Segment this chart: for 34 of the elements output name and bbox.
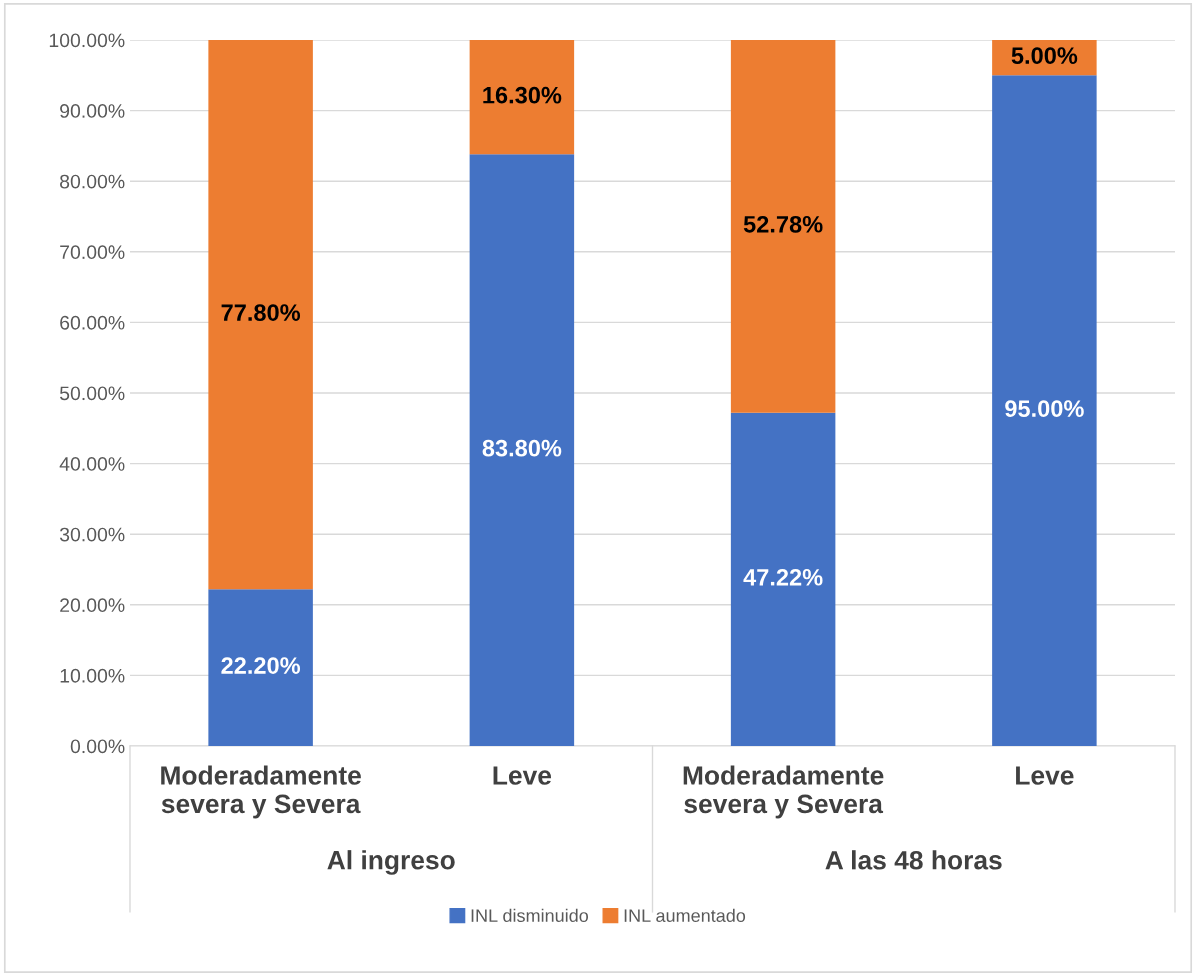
- bar: [469, 40, 575, 155]
- legend-label: INL disminuido: [471, 908, 589, 923]
- data-label: 83.80%: [482, 439, 562, 457]
- y-tick-label: 50.00%: [59, 386, 125, 401]
- y-tick-label: 40.00%: [59, 457, 125, 471]
- y-tick-label: 90.00%: [60, 104, 125, 118]
- data-label: 52.78%: [743, 215, 823, 233]
- y-tick-label: 70.00%: [60, 245, 125, 260]
- bar: [992, 75, 1097, 746]
- data-label: 16.30%: [483, 86, 562, 104]
- x-tick-label: Moderadamente severa y Severa: [161, 765, 361, 819]
- data-label: 47.22%: [743, 568, 823, 586]
- x-tick-label: Leve: [493, 766, 552, 785]
- y-tick-label: 80.00%: [60, 174, 125, 189]
- y-tick-label: 30.00%: [59, 527, 125, 542]
- y-tick-label: 100.00%: [49, 33, 125, 48]
- text: A las 48 horas: [825, 850, 1002, 870]
- y-tick-label: 20.00%: [60, 598, 125, 613]
- data-label: 5.00%: [1011, 47, 1078, 64]
- y-tick-label: 10.00%: [60, 668, 125, 683]
- legend-label: INL aumentado: [624, 908, 746, 923]
- data-label: 95.00%: [1005, 400, 1084, 417]
- x-tick-label: Leve: [1016, 766, 1074, 785]
- data-label: 22.20%: [221, 657, 301, 674]
- bar: [208, 589, 313, 746]
- bar: [469, 154, 575, 746]
- bar: [208, 40, 313, 590]
- data-label: 77.80%: [221, 304, 301, 321]
- bar: [730, 40, 836, 413]
- bar: [730, 412, 836, 746]
- text: Al ingreso: [327, 850, 455, 875]
- y-tick-label: 0.00%: [70, 739, 125, 754]
- y-tick-label: 60.00%: [60, 315, 125, 330]
- x-tick-label: Moderadamente severa y Severa: [683, 765, 884, 819]
